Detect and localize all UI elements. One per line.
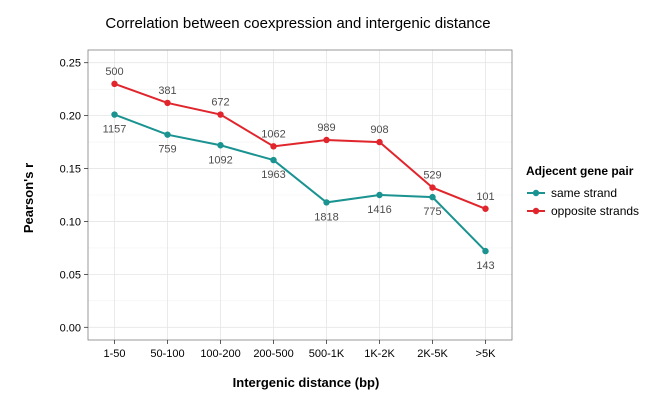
series-line xyxy=(114,113,487,252)
x-tick-label: 100-200 xyxy=(200,348,240,360)
data-point xyxy=(164,131,171,138)
data-point xyxy=(376,138,383,146)
data-point xyxy=(429,184,436,191)
x-tick-label: 50-100 xyxy=(150,348,184,360)
series-opposite-strands xyxy=(111,80,489,212)
y-tick-label: 0.25 xyxy=(60,58,81,70)
data-label: 101 xyxy=(476,191,494,203)
series-same-strand xyxy=(111,111,489,255)
y-tick-label: 0.10 xyxy=(60,216,81,228)
data-point xyxy=(217,111,224,118)
data-label: 500 xyxy=(105,66,123,78)
data-point xyxy=(429,193,436,201)
data-point xyxy=(323,136,330,144)
legend-items: same strand opposite strands xyxy=(527,186,639,218)
x-tick-label: 2K-5K xyxy=(417,348,448,360)
x-tick-label: 1-50 xyxy=(103,348,125,360)
legend-title: Adjecent gene pair xyxy=(526,164,634,178)
data-label: 1062 xyxy=(261,128,285,140)
data-point xyxy=(217,142,224,149)
x-tick-label: 1K-2K xyxy=(364,348,395,360)
data-label: 672 xyxy=(211,97,229,109)
data-label: 775 xyxy=(423,206,441,218)
data-point xyxy=(482,247,489,255)
legend: Adjecent gene pair same strand opposite s… xyxy=(526,164,639,218)
data-label: 759 xyxy=(158,144,176,156)
legend-swatch-point xyxy=(532,189,540,197)
x-axis: 1-50 50-100 100-200 200-500 500-1K 1K-2K 2K-5K… xyxy=(103,340,496,360)
data-label: 1157 xyxy=(103,124,127,136)
data-label: 989 xyxy=(317,122,335,134)
data-point xyxy=(270,143,277,150)
data-point xyxy=(111,80,118,88)
data-label: 1416 xyxy=(367,204,391,216)
y-tick-label: 0.15 xyxy=(60,164,81,176)
series-layer xyxy=(111,80,489,255)
x-tick-label: 200-500 xyxy=(253,348,293,360)
chart-title: Correlation between coexpression and int… xyxy=(105,15,490,32)
y-axis-title: Pearson's r xyxy=(21,163,36,233)
legend-label: same strand xyxy=(551,186,617,200)
data-labels: 1157 759 1092 1963 1818 1416 775 143 500 381 672 10… xyxy=(103,66,495,272)
legend-item: opposite strands xyxy=(527,204,639,218)
x-tick-label: >5K xyxy=(476,348,497,360)
legend-item: same strand xyxy=(527,186,617,200)
grid xyxy=(87,49,513,341)
data-label: 908 xyxy=(370,124,388,136)
y-axis: 0.00 0.05 0.10 0.15 0.20 0.25 xyxy=(60,58,88,334)
data-point xyxy=(164,99,171,107)
data-label: 381 xyxy=(158,85,176,97)
data-label: 143 xyxy=(476,260,494,272)
legend-label: opposite strands xyxy=(551,204,639,218)
x-tick-label: 500-1K xyxy=(309,348,345,360)
data-point xyxy=(376,191,383,199)
plot-border xyxy=(87,49,513,341)
legend-swatch-point xyxy=(532,207,540,215)
data-point xyxy=(323,199,330,206)
y-tick-label: 0.05 xyxy=(60,269,81,281)
data-label: 1963 xyxy=(261,169,285,181)
x-axis-title: Intergenic distance (bp) xyxy=(233,375,380,390)
data-point xyxy=(111,111,118,118)
data-label: 1818 xyxy=(314,211,338,223)
series-line xyxy=(114,82,486,210)
data-point xyxy=(482,205,489,212)
y-tick-label: 0.00 xyxy=(60,322,81,334)
data-point xyxy=(270,156,277,164)
y-tick-label: 0.20 xyxy=(60,111,81,123)
data-label: 529 xyxy=(423,170,441,182)
data-label: 1092 xyxy=(208,154,232,166)
